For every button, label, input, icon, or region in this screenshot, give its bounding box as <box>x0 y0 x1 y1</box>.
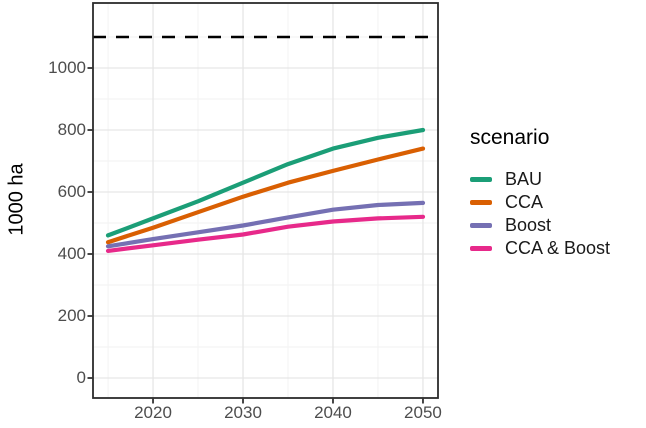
y-tick-label: 1000 <box>48 58 86 77</box>
legend-entry: CCA <box>470 191 610 214</box>
series-line-boost <box>105 200 426 249</box>
x-tick-label: 2050 <box>404 403 442 422</box>
series-line-cca-boost <box>105 214 426 253</box>
panel-border <box>92 2 439 399</box>
legend-entries: BAU CCA Boost CCA & Boost <box>470 168 610 260</box>
y-tick-label: 600 <box>57 182 86 201</box>
legend-title: scenario <box>470 126 550 149</box>
x-tick-label: 2030 <box>224 403 262 422</box>
legend-label: CCA & Boost <box>505 238 611 258</box>
y-tick-label: 400 <box>57 244 86 263</box>
y-tick-label: 200 <box>57 306 86 325</box>
legend-entry: Boost <box>470 214 610 237</box>
legend-key-icon <box>470 200 492 205</box>
legend-entry: CCA & Boost <box>470 237 610 260</box>
legend-key-icon <box>470 223 492 228</box>
series-line-cca <box>105 146 426 245</box>
legend: scenario BAU CCA Boost CCA & Boost <box>470 126 610 260</box>
legend-key-icon <box>470 177 492 182</box>
legend-key-icon <box>470 246 492 251</box>
legend-entry: BAU <box>470 168 610 191</box>
y-tick-label: 800 <box>57 120 86 139</box>
x-tick-label: 2040 <box>314 403 352 422</box>
legend-label: BAU <box>505 169 543 189</box>
x-tick-label: 2020 <box>134 403 172 422</box>
legend-label: Boost <box>505 215 552 235</box>
series-line-bau <box>105 127 426 238</box>
y-tick-label: 0 <box>76 368 86 387</box>
legend-label: CCA <box>505 192 544 212</box>
